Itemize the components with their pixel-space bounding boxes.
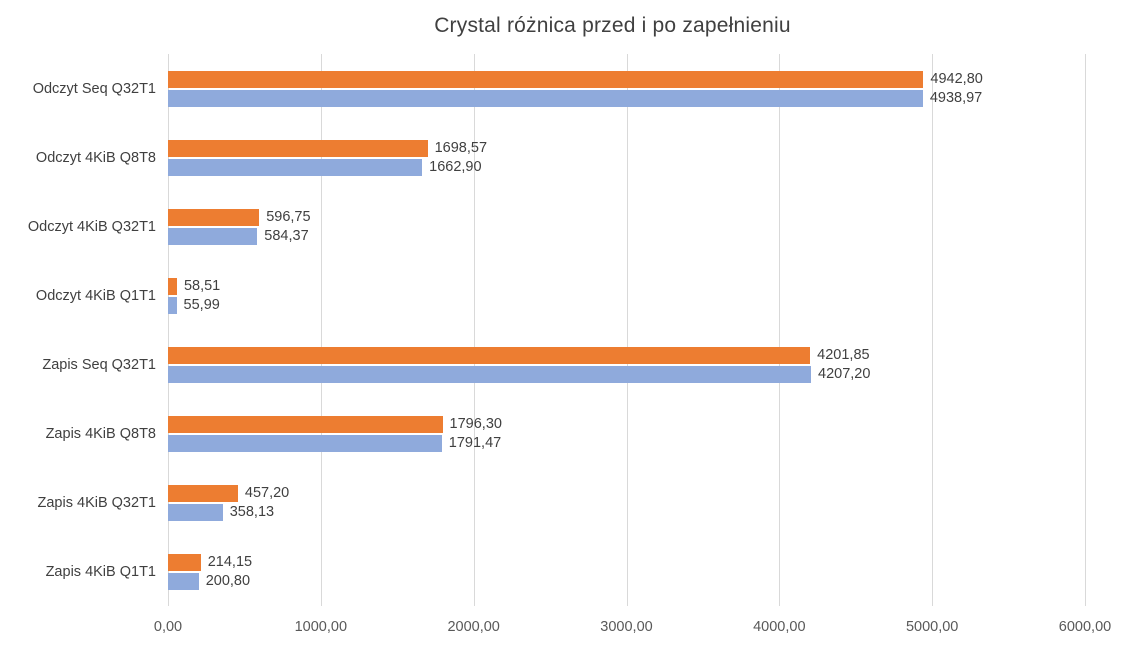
gridline (626, 54, 628, 606)
bar-rows: 4942,80 4938,97 1698,57 1662,90 596,75 584,37… (168, 54, 1085, 606)
x-tick-label: 4000,00 (753, 619, 806, 635)
bar-group: 4201,85 4207,20 (168, 330, 1085, 399)
orange-bar-line: 4201,85 (168, 346, 1085, 364)
orange-bar (168, 277, 177, 295)
gridline (1085, 54, 1086, 606)
data-label: 1791,47 (448, 435, 502, 451)
category-label: Odczyt 4KiB Q32T1 (27, 218, 156, 235)
blue-bar (168, 158, 423, 176)
bar-group: 58,51 55,99 (168, 261, 1085, 330)
x-tick-label: 1000,00 (294, 619, 348, 635)
gridline (320, 54, 322, 606)
plot-area: 4942,80 4938,97 1698,57 1662,90 596,75 584,37… (168, 54, 1086, 606)
orange-bar-line: 457,20 (168, 484, 1085, 502)
data-label: 4201,85 (817, 347, 870, 363)
data-label: 200,80 (205, 573, 251, 589)
data-label: 1662,90 (429, 159, 482, 175)
x-tick-label: 0,00 (153, 619, 183, 635)
blue-bar (168, 434, 442, 452)
x-tick-label: 2000,00 (447, 619, 500, 635)
data-label: 4207,20 (818, 366, 871, 382)
blue-bar-line: 4938,97 (168, 89, 1085, 107)
x-tick-label: 5000,00 (905, 619, 959, 635)
data-label: 1698,57 (434, 140, 488, 156)
bar-group: 1796,30 1791,47 (168, 399, 1085, 468)
orange-bar-line: 1698,57 (168, 139, 1085, 157)
data-label: 4938,97 (929, 90, 983, 106)
blue-bar-line: 4207,20 (168, 365, 1085, 383)
orange-bar (168, 70, 924, 88)
blue-bar-line: 1791,47 (168, 434, 1085, 452)
bar-group: 596,75 584,37 (168, 192, 1085, 261)
blue-bar-line: 584,37 (168, 227, 1085, 245)
orange-bar (168, 139, 428, 157)
data-label: 596,75 (266, 209, 311, 225)
category-label: Odczyt 4KiB Q1T1 (35, 287, 156, 304)
chart-title: Crystal różnica przed i po zapełnieniu (434, 14, 791, 37)
data-label: 584,37 (264, 228, 309, 244)
blue-bar (168, 365, 811, 383)
chart-body: Odczyt Seq Q32T1 Odczyt 4KiB Q8T8 Odczyt 4… (10, 54, 1086, 606)
blue-bar-line: 358,13 (168, 503, 1085, 521)
data-label: 358,13 (229, 504, 275, 520)
category-axis: Odczyt Seq Q32T1 Odczyt 4KiB Q8T8 Odczyt 4… (10, 54, 168, 606)
orange-bar (168, 415, 443, 433)
data-label: 55,99 (183, 297, 220, 313)
orange-bar-line: 4942,80 (168, 70, 1085, 88)
blue-bar (168, 89, 923, 107)
category-label: Zapis 4KiB Q32T1 (37, 494, 156, 511)
x-tick-label: 3000,00 (600, 619, 653, 635)
data-label: 214,15 (207, 554, 253, 570)
data-label: 4942,80 (930, 71, 983, 87)
orange-bar-line: 1796,30 (168, 415, 1085, 433)
category-label: Zapis 4KiB Q1T1 (45, 563, 156, 580)
blue-bar (168, 572, 199, 590)
orange-bar (168, 553, 201, 571)
category-label: Zapis 4KiB Q8T8 (45, 425, 156, 442)
blue-bar (168, 296, 177, 314)
gridline (932, 54, 934, 606)
category-label: Zapis Seq Q32T1 (42, 356, 156, 373)
gridline (168, 54, 169, 606)
x-axis: 0,00 1000,00 2000,00 3000,00 4000,00 5000,00 6… (154, 606, 1111, 642)
blue-bar-line: 55,99 (168, 296, 1085, 314)
blue-bar-line: 200,80 (168, 572, 1085, 590)
gridline (779, 54, 781, 606)
data-label: 1796,30 (449, 416, 502, 432)
blue-bar-line: 1662,90 (168, 158, 1085, 176)
x-tick-label: 6000,00 (1058, 619, 1112, 635)
bar-group: 214,15 200,80 (168, 537, 1085, 606)
data-label: 457,20 (244, 485, 290, 501)
orange-bar (168, 484, 238, 502)
orange-bar-line: 596,75 (168, 208, 1085, 226)
gridline (473, 54, 475, 606)
orange-bar (168, 346, 811, 364)
category-label: Odczyt 4KiB Q8T8 (35, 149, 156, 166)
data-label: 58,51 (183, 278, 221, 294)
bar-group: 4942,80 4938,97 (168, 54, 1085, 123)
category-label: Odczyt Seq Q32T1 (32, 80, 156, 97)
bar-group: 1698,57 1662,90 (168, 123, 1085, 192)
orange-bar (168, 208, 260, 226)
blue-bar (168, 503, 223, 521)
orange-bar-line: 58,51 (168, 277, 1085, 295)
orange-bar-line: 214,15 (168, 553, 1085, 571)
blue-bar (168, 227, 258, 245)
bar-group: 457,20 358,13 (168, 468, 1085, 537)
